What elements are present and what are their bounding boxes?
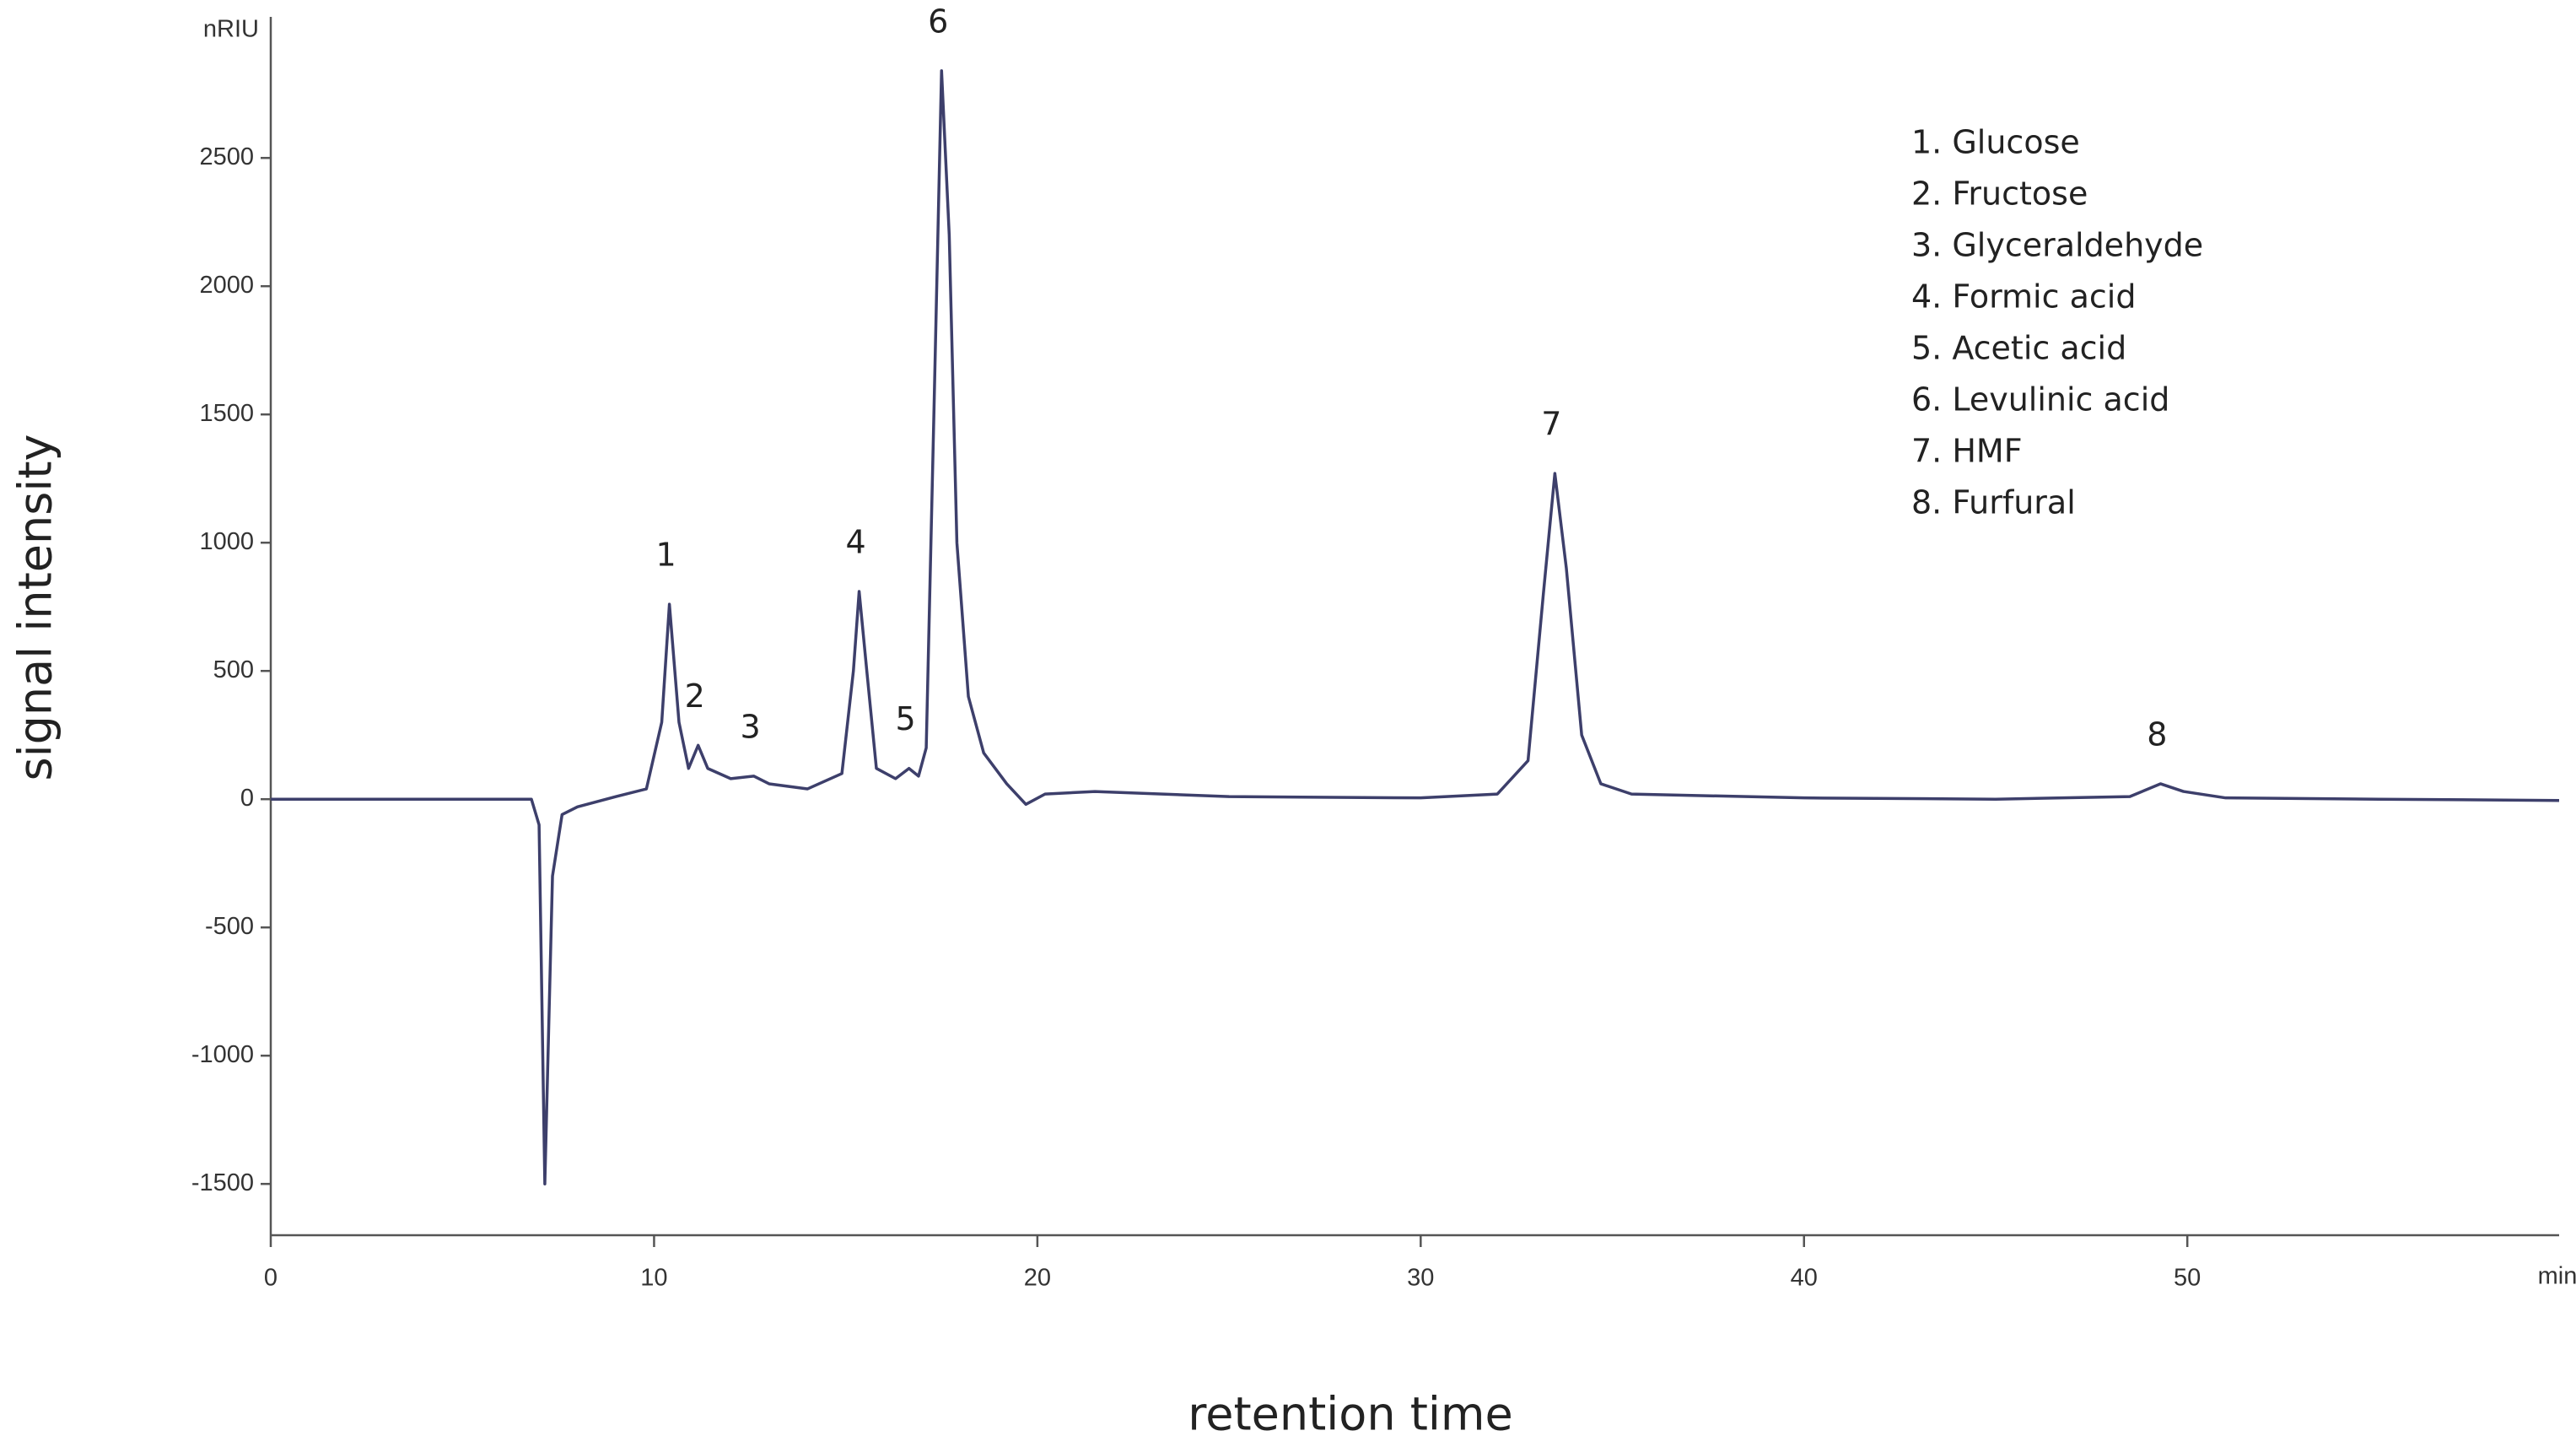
y-tick-label: -1000 bbox=[191, 1041, 254, 1068]
legend-entry: 7. HMF bbox=[1911, 433, 2023, 470]
peak-label: 4 bbox=[845, 523, 865, 560]
x-tick-label: 20 bbox=[1024, 1265, 1051, 1292]
x-tick-label: 0 bbox=[264, 1265, 278, 1292]
x-tick-label: 10 bbox=[640, 1265, 667, 1292]
y-tick-label: 1500 bbox=[199, 400, 254, 427]
y-tick-label: 2000 bbox=[199, 272, 254, 299]
y-tick-label: -1500 bbox=[191, 1169, 254, 1196]
y-axis-title: signal intensity bbox=[9, 434, 62, 780]
peak-label: 5 bbox=[896, 700, 916, 737]
y-tick-label: -500 bbox=[205, 913, 254, 940]
x-tick-label: 40 bbox=[1791, 1265, 1818, 1292]
legend-entry: 6. Levulinic acid bbox=[1911, 381, 2169, 418]
x-axis-title: retention time bbox=[1188, 1388, 1512, 1441]
x-tick-label: 30 bbox=[1407, 1265, 1434, 1292]
peak-label: 1 bbox=[656, 537, 676, 574]
trace bbox=[271, 69, 2560, 1185]
legend-entry: 4. Formic acid bbox=[1911, 278, 2136, 316]
peak-label: 7 bbox=[1541, 406, 1561, 443]
legend-entry: 2. Fructose bbox=[1911, 175, 2088, 213]
peak-label: 8 bbox=[2147, 715, 2167, 753]
y-tick-label: 2500 bbox=[199, 143, 254, 170]
y-tick-label: 1000 bbox=[199, 528, 254, 555]
legend-entry: 1. Glucose bbox=[1911, 124, 2080, 161]
peak-label: 2 bbox=[685, 678, 705, 715]
x-unit: min bbox=[2538, 1263, 2576, 1290]
y-tick-label: 500 bbox=[213, 656, 254, 683]
peak-label: 3 bbox=[740, 708, 760, 745]
legend-entry: 3. Glyceraldehyde bbox=[1911, 227, 2203, 264]
y-tick-label: 0 bbox=[240, 785, 254, 812]
y-unit: nRIU bbox=[203, 16, 259, 43]
legend-entry: 8. Furfural bbox=[1911, 484, 2076, 521]
peak-label: 6 bbox=[928, 3, 948, 40]
legend-entry: 5. Acetic acid bbox=[1911, 330, 2126, 367]
x-tick-label: 50 bbox=[2174, 1265, 2201, 1292]
